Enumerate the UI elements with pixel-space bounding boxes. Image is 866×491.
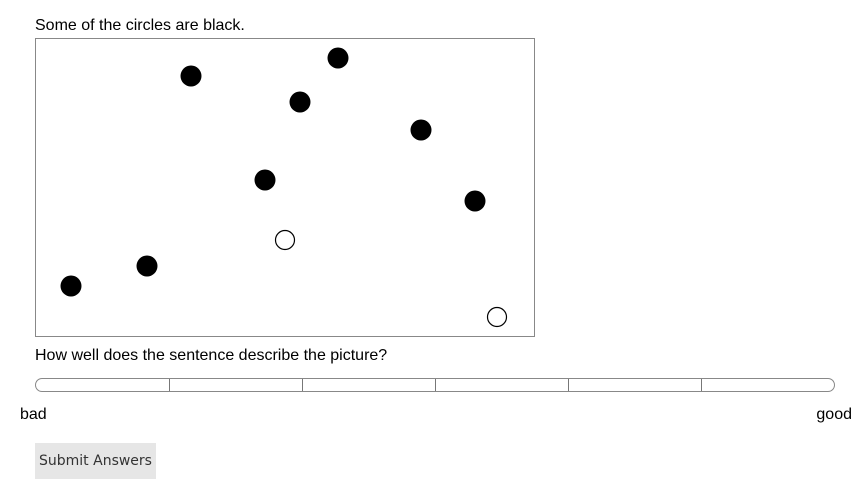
slider-tick [169, 379, 170, 391]
circle-picture-svg [60, 47, 508, 328]
black-circle [254, 169, 276, 191]
scale-label-good: good [816, 406, 852, 423]
slider-tick [435, 379, 436, 391]
white-circle [274, 229, 296, 251]
sentence-text: Some of the circles are black. [35, 17, 245, 34]
slider-tick [302, 379, 303, 391]
question-text: How well does the sentence describe the … [35, 347, 388, 364]
black-circle [180, 65, 202, 87]
white-circle [486, 306, 508, 328]
submit-answers-button[interactable]: Submit Answers [35, 443, 156, 479]
black-circle [464, 190, 486, 212]
scale-label-bad: bad [20, 406, 47, 423]
black-circle [60, 275, 82, 297]
black-circle [327, 47, 349, 69]
black-circle [289, 91, 311, 113]
slider-tick [701, 379, 702, 391]
black-circle [136, 255, 158, 277]
rating-slider[interactable] [35, 378, 835, 392]
slider-tick [568, 379, 569, 391]
circle-picture [35, 38, 535, 337]
black-circle [410, 119, 432, 141]
